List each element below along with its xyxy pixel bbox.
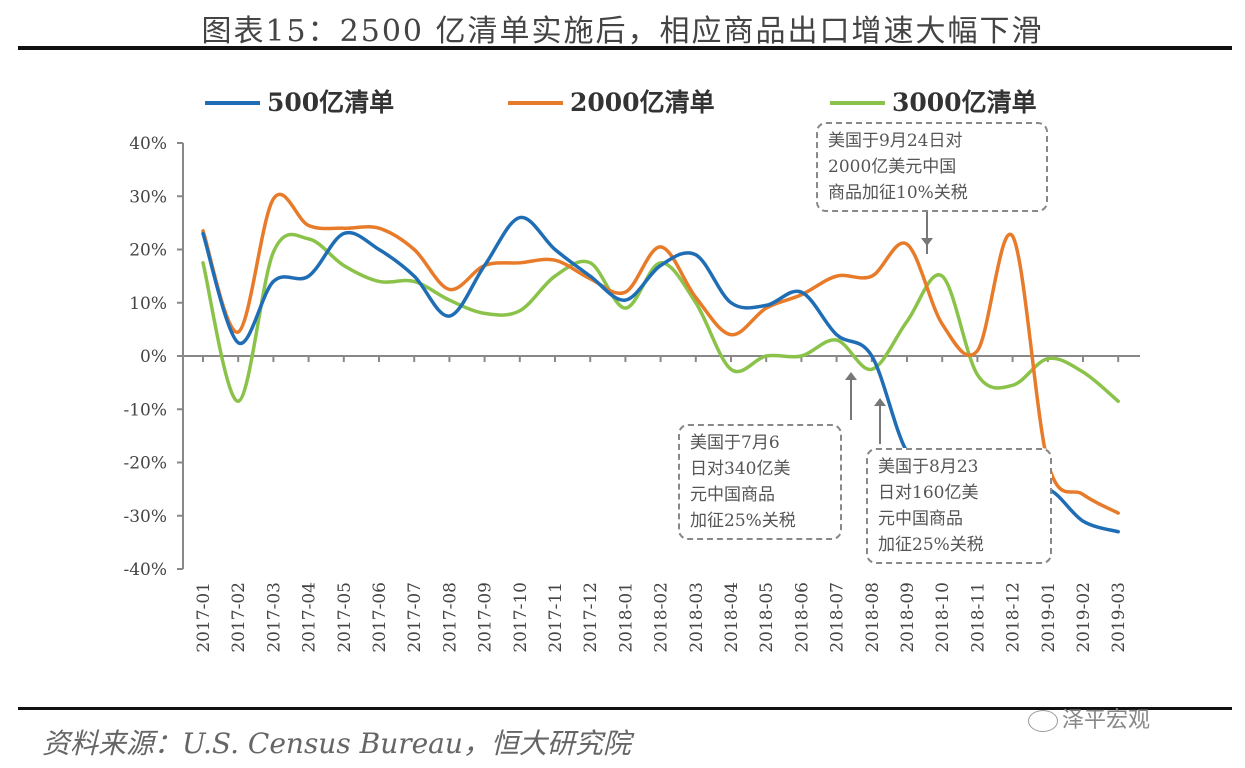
x-tick-label: 2017-09 xyxy=(476,582,496,653)
arrow-sep24-head xyxy=(921,238,933,246)
x-tick-label: 2018-12 xyxy=(1004,582,1024,653)
y-tick-label: 40% xyxy=(129,134,167,154)
y-tick-label: -30% xyxy=(123,507,167,527)
x-tick-label: 2019-03 xyxy=(1109,582,1129,653)
y-tick-label: 20% xyxy=(129,241,167,261)
x-tick-label: 2017-11 xyxy=(546,582,566,653)
x-tick-label: 2018-11 xyxy=(968,582,988,653)
x-tick-label: 2017-05 xyxy=(335,582,355,653)
y-tick-label: -10% xyxy=(123,400,167,420)
x-tick-label: 2017-01 xyxy=(194,582,214,653)
x-tick-label: 2018-07 xyxy=(828,582,848,653)
annotation-sep24: 美国于9月24日对 2000亿美元中国 商品加征10%关税 xyxy=(816,122,1048,212)
x-tick-label: 2017-02 xyxy=(229,582,249,653)
x-tick-label: 2018-09 xyxy=(898,582,918,653)
x-tick-label: 2019-02 xyxy=(1074,582,1094,653)
x-tick-label: 2018-02 xyxy=(652,582,672,653)
x-tick-label: 2017-07 xyxy=(405,582,425,653)
x-tick-label: 2017-06 xyxy=(370,582,390,653)
series-line-3 xyxy=(201,232,1120,404)
y-tick-label: 30% xyxy=(129,187,167,207)
x-tick-label: 2018-01 xyxy=(616,582,636,653)
x-tick-label: 2018-08 xyxy=(863,582,883,653)
x-tick-label: 2017-04 xyxy=(300,582,320,653)
y-tick-label: -40% xyxy=(123,560,167,580)
x-tick-label: 2018-10 xyxy=(933,582,953,653)
x-tick-label: 2017-10 xyxy=(511,582,531,653)
legend-label: 3000亿清单 xyxy=(892,88,1037,117)
legend-label: 500亿清单 xyxy=(267,88,394,117)
x-tick-label: 2017-08 xyxy=(440,582,460,653)
x-tick-label: 2018-06 xyxy=(792,582,812,653)
arrow-aug23-head xyxy=(874,398,886,406)
x-tick-label: 2018-05 xyxy=(757,582,777,653)
title-rule xyxy=(18,46,1232,50)
x-tick-label: 2018-03 xyxy=(687,582,707,653)
watermark: 泽平宏观 xyxy=(1028,702,1150,734)
x-tick-label: 2019-01 xyxy=(1039,582,1059,653)
y-tick-label: 10% xyxy=(129,294,167,314)
watermark-text: 泽平宏观 xyxy=(1062,708,1151,733)
x-tick-label: 2017-03 xyxy=(264,582,284,653)
legend-label: 2000亿清单 xyxy=(570,88,715,117)
x-tick-label: 2017-12 xyxy=(581,582,601,653)
y-tick-label: -20% xyxy=(123,454,167,474)
y-tick-label: 0% xyxy=(140,347,167,367)
footer-rule xyxy=(18,707,1232,710)
annotation-aug23: 美国于8月23 日对160亿美 元中国商品 加征25%关税 xyxy=(866,448,1052,564)
wechat-logo-icon xyxy=(1028,710,1058,732)
arrow-jul6-head xyxy=(845,372,857,380)
annotation-jul6: 美国于7月6 日对340亿美 元中国商品 加征25%关税 xyxy=(678,424,842,540)
x-tick-label: 2018-04 xyxy=(722,582,742,653)
source-note: 资料来源：U.S. Census Bureau，恒大研究院 xyxy=(42,727,631,760)
chart-title: 图表15：2500 亿清单实施后，相应商品出口增速大幅下滑 xyxy=(201,14,1044,49)
